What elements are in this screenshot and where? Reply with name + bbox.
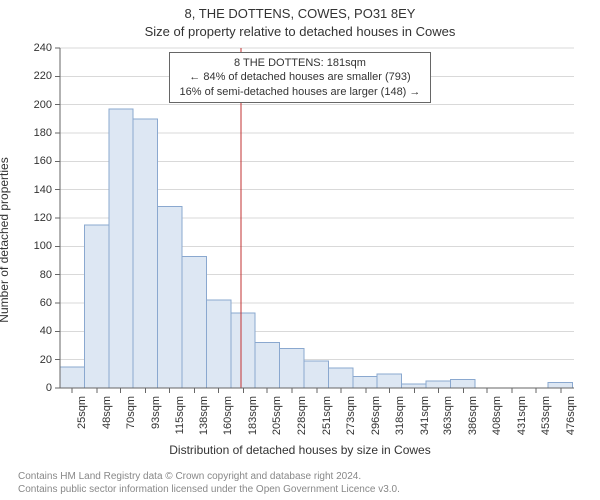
y-tick-label: 120	[0, 212, 52, 224]
y-tick-label: 40	[0, 325, 52, 337]
x-tick-label: 318sqm	[394, 396, 406, 446]
histogram-bar	[84, 225, 108, 388]
annotation-line3: 16% of semi-detached houses are larger (…	[180, 85, 421, 99]
x-tick-label: 251sqm	[321, 396, 333, 446]
x-tick-label: 138sqm	[198, 396, 210, 446]
histogram-bar	[377, 374, 401, 388]
y-tick-label: 20	[0, 354, 52, 366]
x-tick-label: 183sqm	[247, 396, 259, 446]
x-tick-label: 341sqm	[419, 396, 431, 446]
x-tick-label: 205sqm	[271, 396, 283, 446]
x-tick-label: 296sqm	[370, 396, 382, 446]
x-axis-label: Distribution of detached houses by size …	[0, 443, 600, 457]
y-tick-label: 220	[0, 70, 52, 82]
histogram-bar	[182, 256, 206, 388]
x-tick-label: 386sqm	[467, 396, 479, 446]
page-subtitle: Size of property relative to detached ho…	[0, 24, 600, 39]
histogram-bar	[426, 381, 450, 388]
histogram-bar	[450, 380, 474, 389]
footer-line2: Contains public sector information licen…	[18, 484, 582, 497]
histogram-bar	[60, 367, 84, 388]
y-tick-label: 180	[0, 127, 52, 139]
histogram-bar	[353, 377, 377, 388]
x-tick-label: 93sqm	[150, 396, 162, 446]
page-title: 8, THE DOTTENS, COWES, PO31 8EY	[0, 6, 600, 21]
footer: Contains HM Land Registry data © Crown c…	[18, 471, 582, 496]
y-tick-label: 0	[0, 382, 52, 394]
histogram-bar	[402, 384, 426, 388]
histogram-bar	[231, 313, 255, 388]
annotation-line1: 8 THE DOTTENS: 181sqm	[180, 56, 421, 70]
footer-line1: Contains HM Land Registry data © Crown c…	[18, 471, 582, 484]
y-tick-label: 80	[0, 269, 52, 281]
y-tick-label: 100	[0, 240, 52, 252]
x-tick-label: 25sqm	[76, 396, 88, 446]
x-tick-label: 48sqm	[101, 396, 113, 446]
y-tick-label: 140	[0, 184, 52, 196]
y-tick-label: 160	[0, 155, 52, 167]
x-tick-label: 70sqm	[125, 396, 137, 446]
histogram-bar	[304, 361, 328, 388]
histogram-bar	[328, 368, 352, 388]
x-tick-label: 431sqm	[516, 396, 528, 446]
y-tick-label: 60	[0, 297, 52, 309]
x-tick-label: 408sqm	[491, 396, 503, 446]
x-tick-label: 228sqm	[296, 396, 308, 446]
x-tick-label: 115sqm	[174, 396, 186, 446]
x-tick-label: 273sqm	[345, 396, 357, 446]
y-tick-label: 240	[0, 42, 52, 54]
histogram-bar	[109, 109, 133, 388]
x-tick-label: 453sqm	[540, 396, 552, 446]
y-tick-label: 200	[0, 99, 52, 111]
histogram-bar	[133, 119, 157, 388]
x-tick-label: 476sqm	[565, 396, 577, 446]
histogram-bar	[206, 300, 230, 388]
x-tick-label: 160sqm	[222, 396, 234, 446]
annotation-box: 8 THE DOTTENS: 181sqm ← 84% of detached …	[169, 52, 432, 103]
histogram-bar	[158, 207, 182, 388]
histogram-bar	[280, 348, 304, 388]
annotation-line2: ← 84% of detached houses are smaller (79…	[180, 70, 421, 84]
histogram-bar	[548, 382, 572, 388]
histogram-bar	[255, 343, 279, 388]
x-tick-label: 363sqm	[442, 396, 454, 446]
